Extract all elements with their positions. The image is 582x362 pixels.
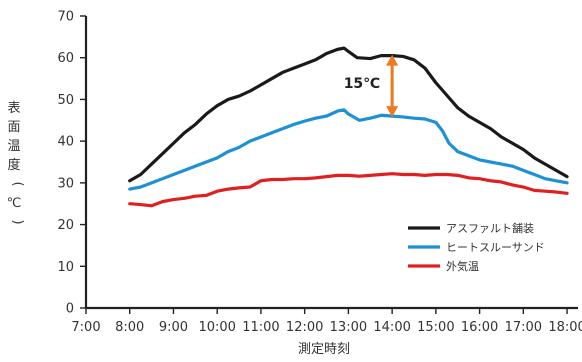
y-tick-label: 20 [57,218,74,233]
x-tick-label: 15:00 [417,320,454,335]
x-tick-label: 11:00 [242,320,279,335]
x-tick-label: 17:00 [505,320,542,335]
y-tick-label: 40 [57,135,74,150]
y-axis-title-paren: ( [10,181,25,186]
x-tick-label: 18:00 [548,320,582,335]
y-axis-title: 表面温度℃ [7,101,22,211]
x-axis-title: 測定時刻 [298,342,350,357]
y-tick-label: 50 [57,93,74,108]
y-tick-label: 60 [57,51,74,66]
y-tick-label: 10 [57,260,74,275]
series-line-0 [128,46,569,183]
series-line-1 [128,108,569,191]
x-tick-label: 8:00 [115,320,144,335]
x-tick-label: 16:00 [461,320,498,335]
y-tick-label: 30 [57,176,74,191]
annotation-label: 15℃ [344,76,380,92]
x-tick-label: 12:00 [286,320,323,335]
x-tick-label: 13:00 [330,320,367,335]
legend-label-0: アスファルト舗装 [446,221,534,235]
x-tick-label: 14:00 [373,320,410,335]
annotation-layer: 15℃ [344,54,399,118]
x-tick-label: 10:00 [198,320,235,335]
annotation-arrowhead-down [386,106,399,118]
legend-label-1: ヒートスルーサンド [446,241,545,254]
legend-label-2: 外気温 [446,259,479,273]
series-layer [128,46,569,208]
x-tick-label: 7:00 [71,320,100,335]
series-line-2 [128,172,569,208]
x-tick-label: 9:00 [159,320,188,335]
y-tick-label: 0 [66,302,74,317]
annotation-arrowhead-up [386,54,399,66]
y-tick-label: 70 [57,10,74,25]
axes: 0 10 20 30 40 50 60 70 7:00 8:00 9:00 10:00 11:00 12:… [7,10,582,358]
y-axis-title-paren: ) [10,219,25,224]
